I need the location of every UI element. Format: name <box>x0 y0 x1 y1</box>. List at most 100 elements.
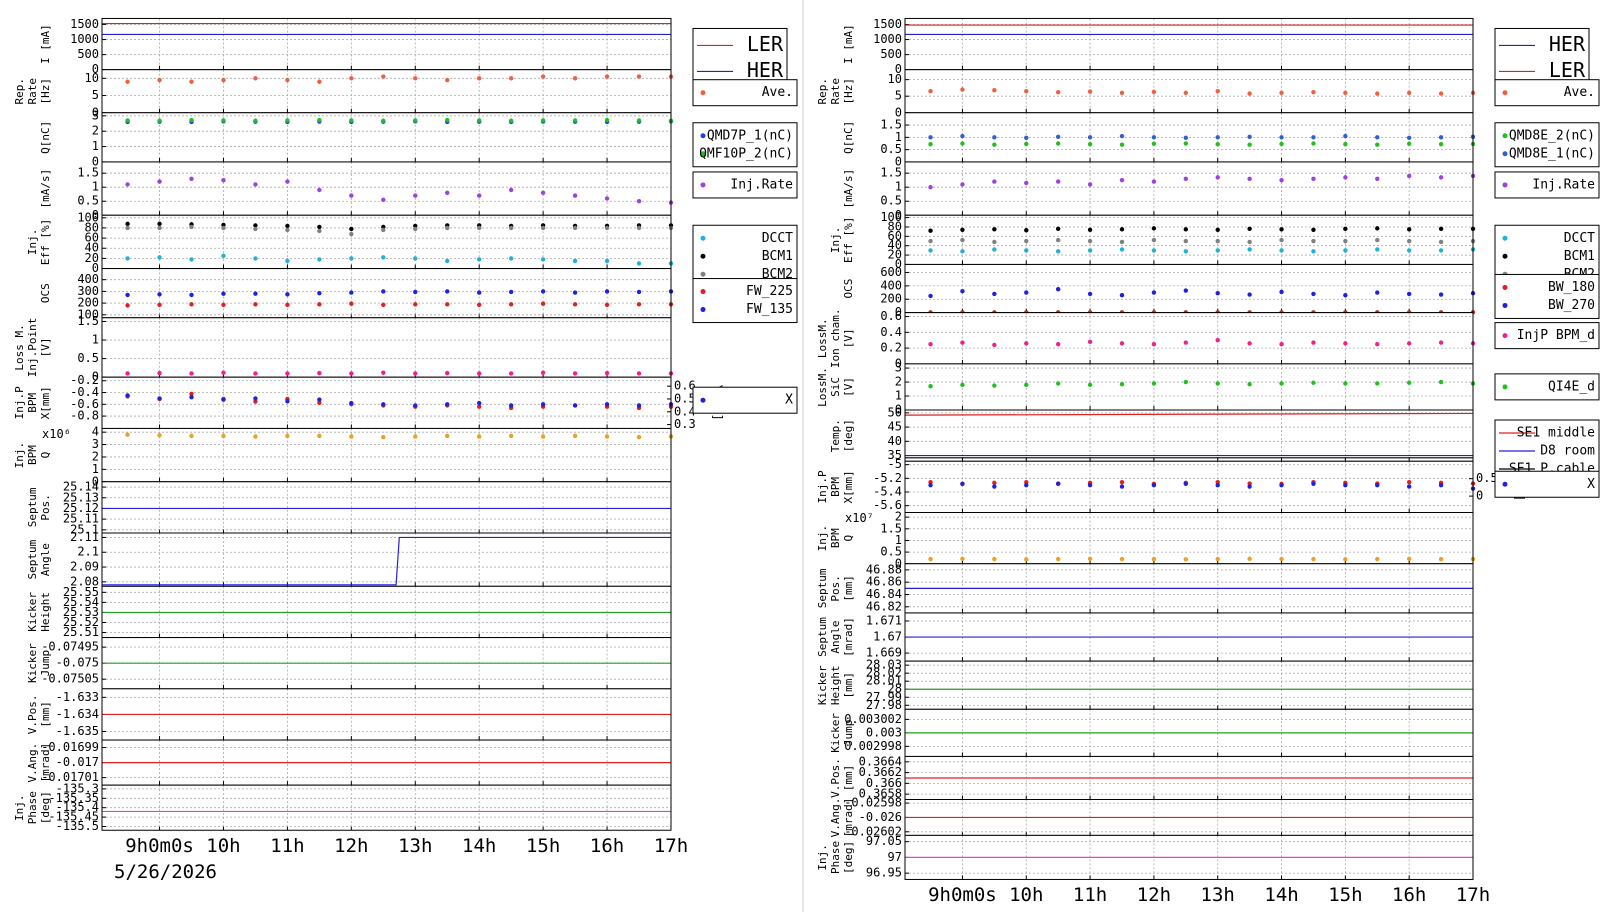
panel-background <box>102 215 671 269</box>
data-point <box>125 221 130 227</box>
data-point <box>928 482 933 488</box>
data-point <box>413 289 418 295</box>
y-tick-label: 50 <box>888 405 902 419</box>
data-point <box>317 257 322 262</box>
data-point <box>1279 135 1284 140</box>
legend-label: BCM1 <box>762 249 793 264</box>
data-point <box>381 289 386 294</box>
data-point <box>572 302 578 307</box>
y-tick-label: -0.02598 <box>844 796 902 810</box>
y-tick-label: 100 <box>77 307 99 321</box>
data-point <box>477 400 482 406</box>
data-point <box>349 256 354 261</box>
data-point <box>1375 91 1380 96</box>
y-tick-label: 0 <box>92 261 99 275</box>
data-point <box>1343 482 1348 488</box>
y-tick-label: 0 <box>895 208 902 222</box>
data-point <box>125 79 130 84</box>
y-tick-label: 3 <box>895 361 902 375</box>
data-point <box>381 434 386 440</box>
data-point <box>1375 142 1380 147</box>
legend-swatch <box>1502 235 1508 241</box>
data-point <box>445 370 450 376</box>
data-point <box>572 225 578 231</box>
y-tick-label: 46.86 <box>866 575 902 589</box>
data-point <box>1151 248 1157 253</box>
legend-label: SE1 middle <box>1517 426 1595 441</box>
y-tick-label: -135.3 <box>56 781 99 795</box>
y-tick-label: -5.6 <box>873 498 902 512</box>
y2-tick-label: 0.3 <box>674 417 696 431</box>
data-point <box>1119 247 1125 252</box>
data-point <box>1151 89 1157 95</box>
data-point <box>1183 340 1189 345</box>
data-point <box>928 142 933 147</box>
y-axis-label: [mrad] <box>842 617 855 657</box>
data-point <box>1215 142 1220 147</box>
y-axis-label: [mA/s] <box>842 169 855 209</box>
data-point <box>992 135 997 140</box>
data-point <box>285 118 290 123</box>
y-axis-label: [Hz] <box>842 78 855 105</box>
data-point <box>1024 180 1029 186</box>
data-point <box>349 76 354 81</box>
data-point <box>1055 134 1061 140</box>
data-point <box>413 118 418 123</box>
y-tick-label: 96.95 <box>866 866 902 880</box>
data-point <box>1055 141 1061 146</box>
y-tick-label: 500 <box>77 47 99 61</box>
data-point <box>540 301 546 306</box>
data-point <box>1055 237 1061 243</box>
y-axis-label: Jump <box>39 650 52 677</box>
data-point <box>1279 248 1284 253</box>
y-tick-label: 1 <box>92 462 99 476</box>
y-axis-label: V.Ang. <box>829 798 842 838</box>
y-axis-label: [mm] <box>39 701 52 728</box>
data-point <box>157 118 162 123</box>
y-tick-label: 0 <box>895 62 902 76</box>
data-point <box>1183 227 1189 232</box>
y-tick-label: 100 <box>77 210 99 224</box>
legend-swatch <box>1502 333 1508 339</box>
y-tick-label: 40 <box>888 434 902 448</box>
y-tick-label: 0 <box>895 257 902 271</box>
data-point <box>1183 288 1189 293</box>
data-point <box>1438 175 1444 180</box>
y-axis-label: [mrad] <box>39 743 52 783</box>
legend-label: HER <box>1549 32 1586 56</box>
y-axis-label: Inj. <box>816 844 829 871</box>
data-point <box>1406 291 1412 297</box>
data-point <box>508 187 514 193</box>
y-tick-label: 0 <box>895 356 902 370</box>
y-tick-label: -5.2 <box>873 471 902 485</box>
legend-label: FW_135 <box>746 302 793 317</box>
data-point <box>1247 176 1252 181</box>
data-point <box>1375 556 1380 562</box>
y-tick-label: 5 <box>92 88 99 102</box>
data-point <box>253 434 258 439</box>
legend-swatch <box>1502 481 1508 487</box>
data-point <box>1055 381 1061 386</box>
data-point <box>285 258 290 264</box>
y-tick-label: 46.82 <box>866 599 902 613</box>
y-tick-label: 0 <box>92 62 99 76</box>
y-axis-label: X[mm] <box>842 470 855 503</box>
data-point <box>1311 340 1316 345</box>
data-point <box>604 196 610 201</box>
y-tick-label: 600 <box>880 265 902 279</box>
legend-label: D8 room <box>1540 444 1595 459</box>
y-axis-label: Inj. <box>13 794 26 821</box>
y2-tick-label: 0.6 <box>674 379 696 393</box>
data-point <box>1438 91 1444 96</box>
data-point <box>1247 484 1252 489</box>
data-point <box>960 249 965 254</box>
y-tick-label: 100 <box>880 210 902 224</box>
panel-background <box>102 481 671 533</box>
data-point <box>221 118 226 123</box>
data-point <box>285 292 290 297</box>
data-point <box>1119 479 1125 485</box>
legend-box <box>692 171 798 199</box>
y-axis-label: Rep. <box>13 78 26 105</box>
data-point <box>960 141 965 146</box>
data-point <box>1375 247 1380 252</box>
